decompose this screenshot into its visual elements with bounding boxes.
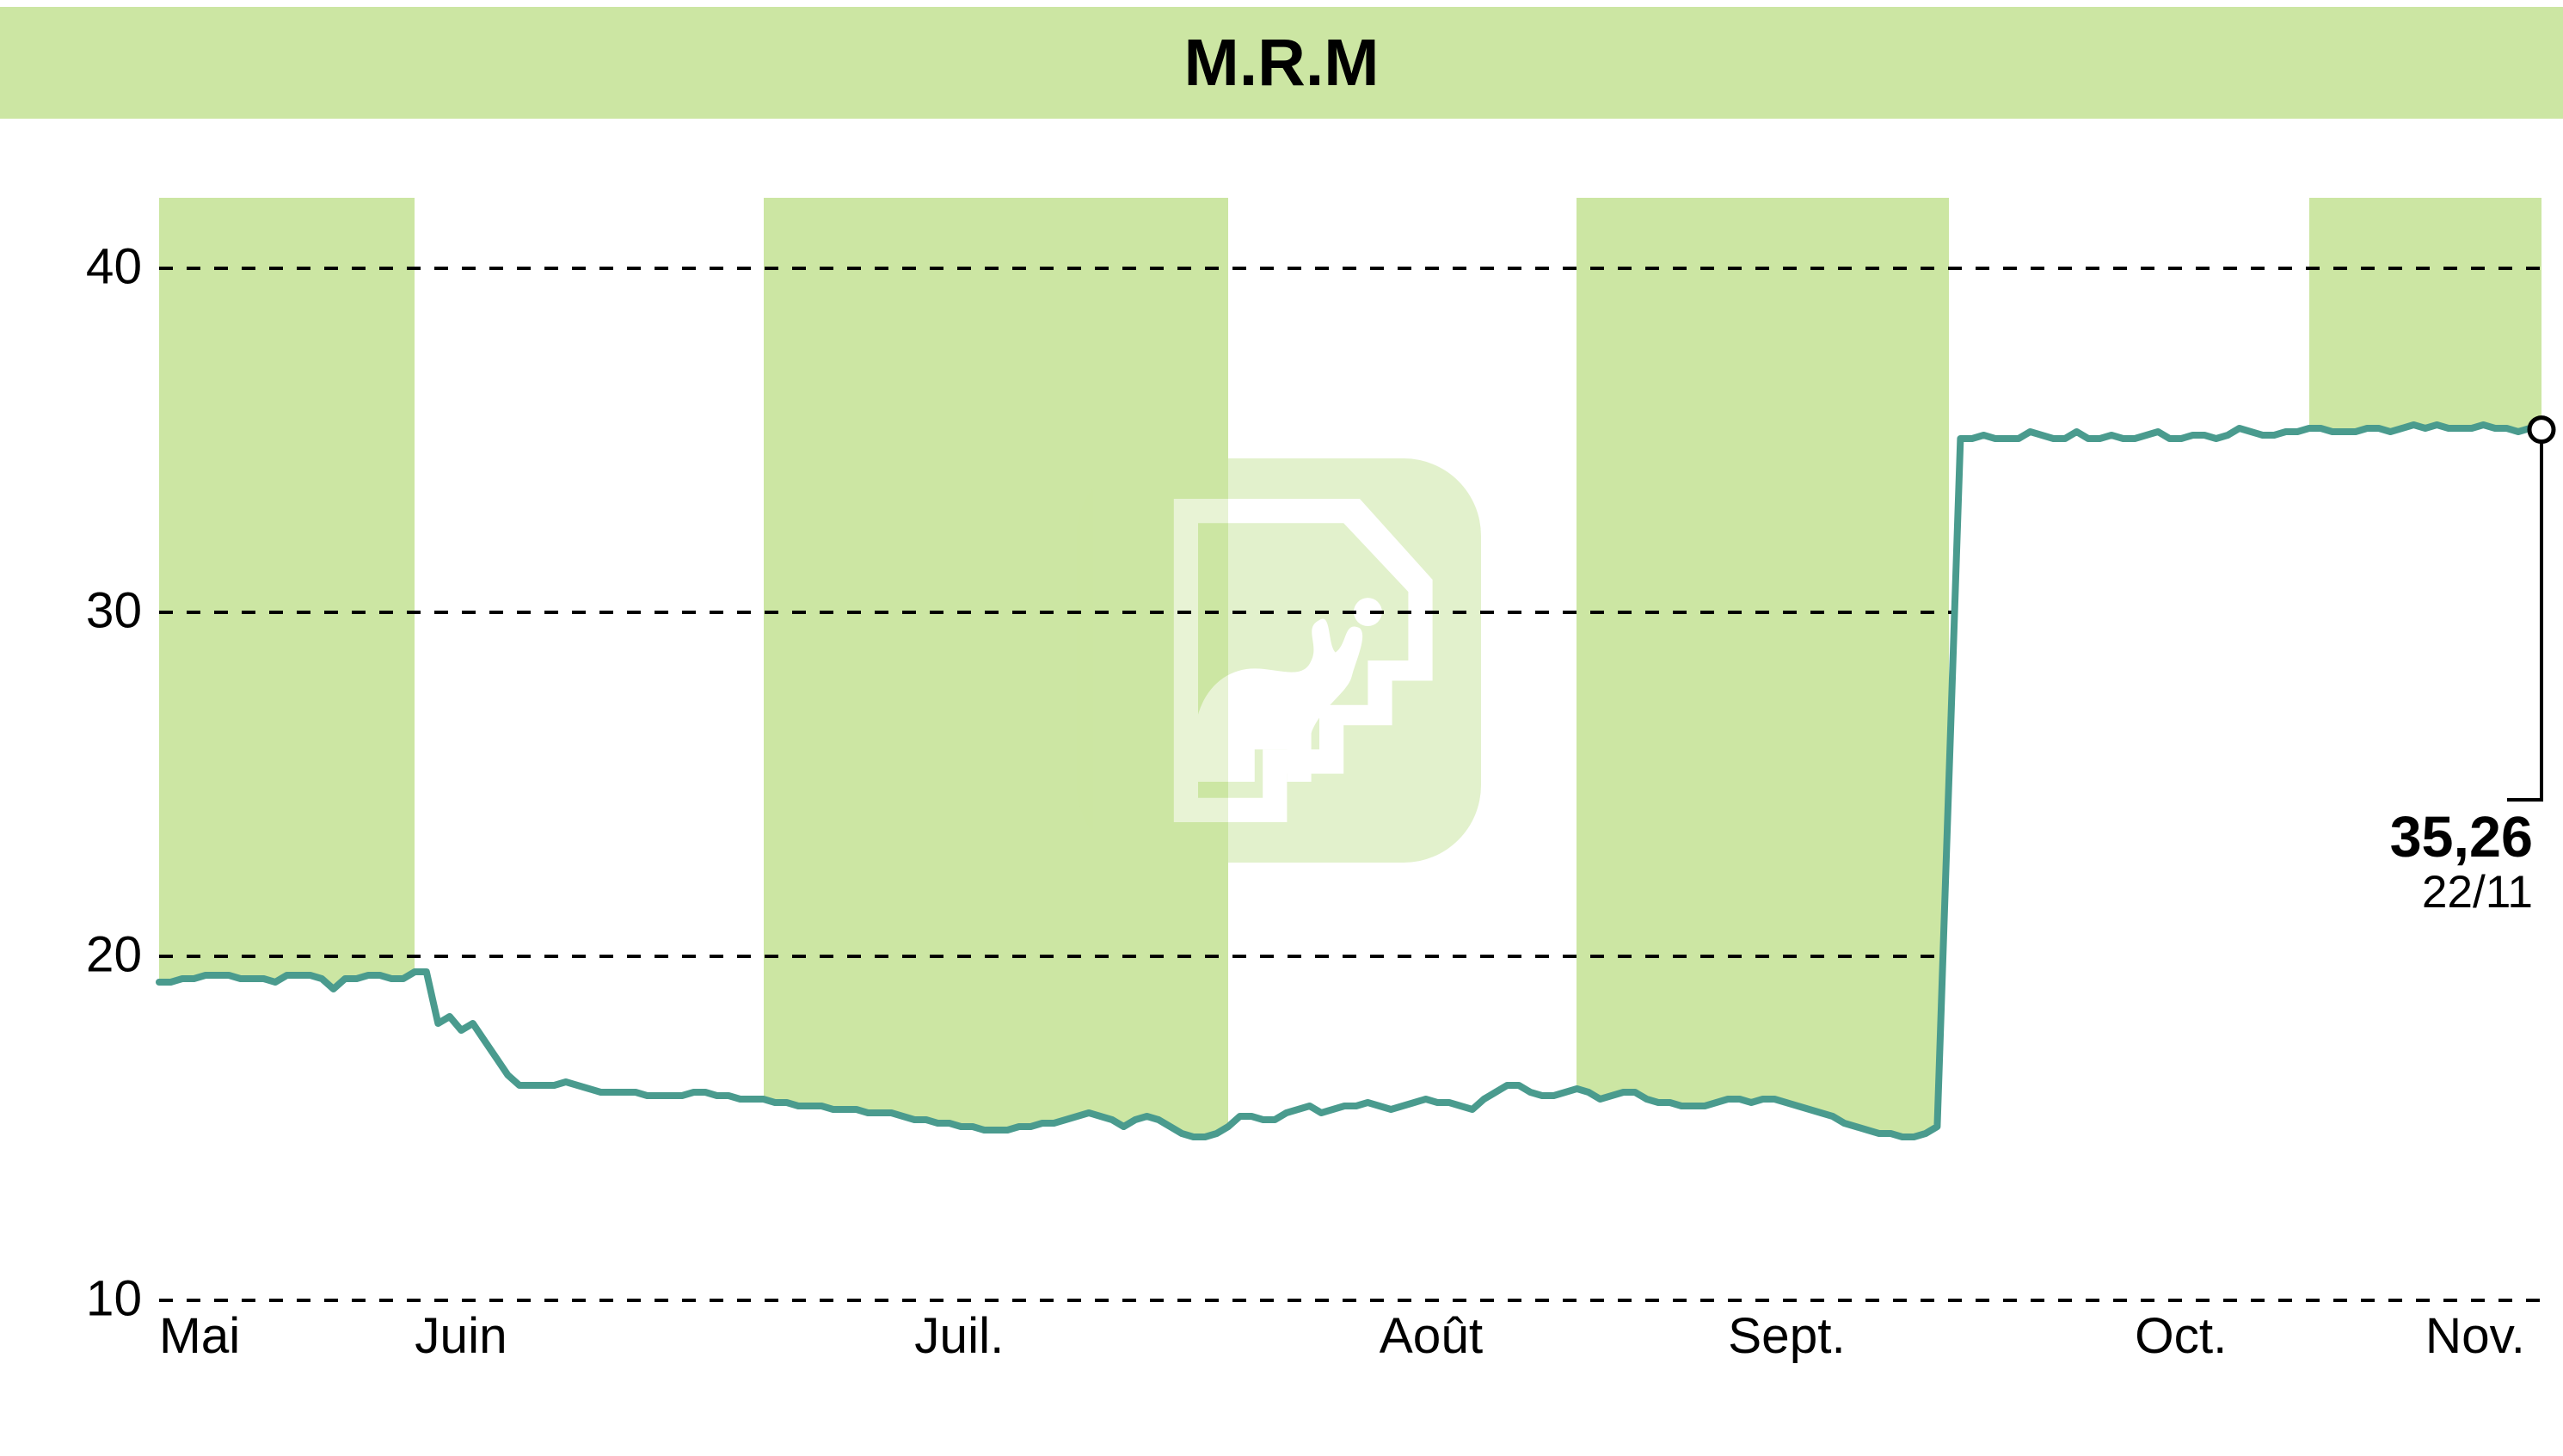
y-axis-tick-label: 40 bbox=[86, 238, 159, 296]
y-axis-tick-label: 20 bbox=[86, 926, 159, 984]
x-axis-tick-label: Sept. bbox=[1728, 1299, 1846, 1365]
y-axis-tick-label: 10 bbox=[86, 1270, 159, 1328]
x-axis-tick-label: Mai bbox=[159, 1299, 240, 1365]
x-axis-tick-label: Oct. bbox=[2135, 1299, 2227, 1365]
x-axis-tick-label: Août bbox=[1380, 1299, 1483, 1365]
x-axis-tick-label: Juil. bbox=[914, 1299, 1004, 1365]
price-series bbox=[159, 198, 2541, 1299]
current-value-label: 35,26 bbox=[2390, 805, 2533, 870]
y-axis-tick-label: 30 bbox=[86, 582, 159, 640]
chart-plot-area: 10203040MaiJuinJuil.AoûtSept.Oct.Nov.35,… bbox=[159, 198, 2541, 1299]
title-bar: M.R.M bbox=[0, 7, 2563, 119]
chart-title: M.R.M bbox=[1183, 26, 1379, 100]
x-axis-tick-label: Juin bbox=[415, 1299, 507, 1365]
current-date-label: 22/11 bbox=[2422, 866, 2533, 918]
series-end-marker bbox=[2529, 418, 2554, 442]
x-axis-tick-label: Nov. bbox=[2425, 1299, 2525, 1365]
chart-container: M.R.M 10203040MaiJuinJuil.AoûtSept.Oct.N… bbox=[0, 0, 2563, 1456]
